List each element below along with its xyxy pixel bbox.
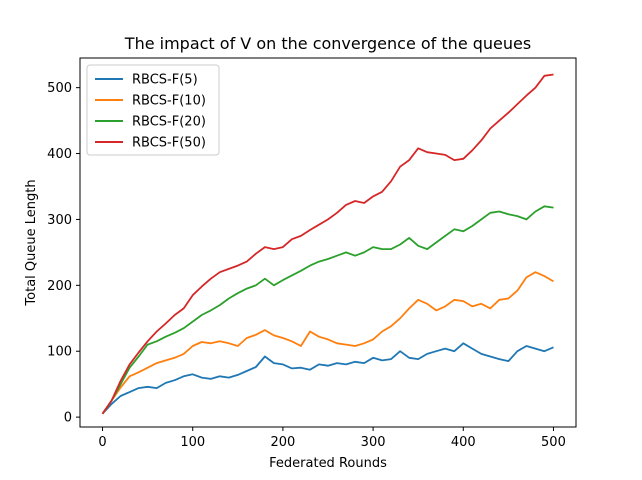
x-axis: 0 100 200 300 400 500 (98, 427, 566, 450)
y-tick-label: 500 (47, 81, 72, 96)
y-tick-label: 0 (64, 411, 72, 426)
x-tick-label: 100 (180, 435, 205, 450)
plot-area (101, 73, 554, 415)
legend-box (86, 64, 220, 156)
series-line-3 (101, 205, 554, 415)
y-tick-label: 200 (47, 279, 72, 294)
legend-entry-label: RBCS-F(20) (132, 115, 206, 130)
x-tick-label: 500 (541, 435, 566, 450)
y-tick-label: 400 (47, 147, 72, 162)
series-line-1 (101, 342, 554, 415)
x-axis-label: Federated Rounds (269, 456, 387, 471)
y-axis-label: Total Queue Length (24, 179, 39, 306)
chart-title: The impact of V on the convergence of th… (124, 34, 531, 53)
legend: RBCS-F(5) RBCS-F(10) RBCS-F(20) RBCS-F(50) (86, 64, 220, 156)
y-tick-label: 300 (47, 213, 72, 228)
x-tick-label: 0 (98, 435, 106, 450)
legend-entry-label: RBCS-F(50) (132, 136, 206, 151)
x-tick-label: 300 (361, 435, 386, 450)
plot-frame (79, 57, 577, 428)
y-tick-label: 100 (47, 345, 72, 360)
x-tick-label: 200 (270, 435, 295, 450)
legend-entry-label: RBCS-F(10) (132, 94, 206, 109)
x-tick-label: 400 (451, 435, 476, 450)
series-line-2 (101, 271, 554, 415)
series-line-4 (101, 73, 554, 415)
legend-entry-label: RBCS-F(5) (132, 73, 198, 88)
y-axis: 0 100 200 300 400 500 (47, 81, 80, 426)
